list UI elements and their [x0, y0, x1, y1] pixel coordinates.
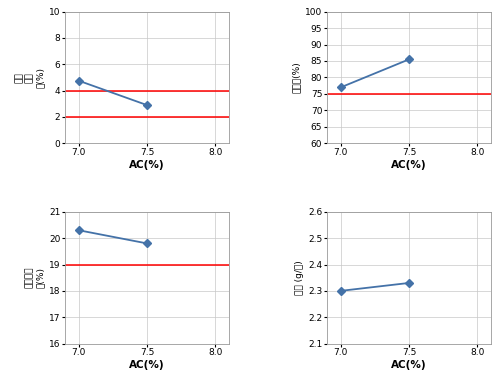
X-axis label: AC(%): AC(%) — [391, 360, 427, 370]
X-axis label: AC(%): AC(%) — [129, 360, 165, 370]
Y-axis label: 골재간극
률(%): 골재간극 률(%) — [25, 267, 45, 288]
X-axis label: AC(%): AC(%) — [391, 160, 427, 170]
Y-axis label: 밀도 (g/㎤): 밀도 (g/㎤) — [295, 260, 304, 295]
Y-axis label: 배합
공극
률(%): 배합 공극 률(%) — [15, 67, 45, 88]
X-axis label: AC(%): AC(%) — [129, 160, 165, 170]
Y-axis label: 포화도(%): 포화도(%) — [292, 62, 301, 93]
